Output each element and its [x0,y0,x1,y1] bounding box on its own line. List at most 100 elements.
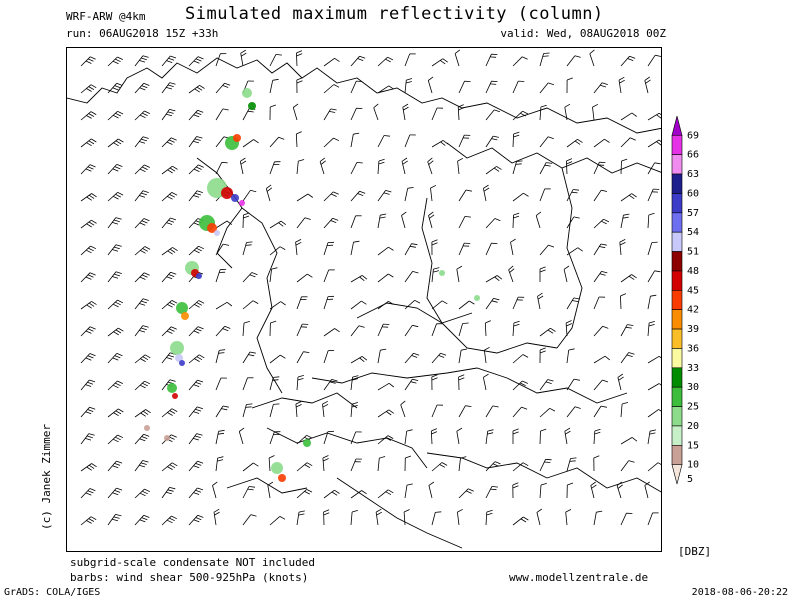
wind-barb [269,267,278,283]
wind-barb [213,508,220,526]
coastline-north [67,57,661,134]
wind-barb [458,80,471,94]
wind-barb [512,131,520,148]
wind-barb [485,429,494,445]
wind-barb [134,110,150,121]
legend-swatch-69 [671,115,683,136]
wind-barb [350,300,367,310]
wind-barb [458,456,467,472]
wind-barb [647,409,661,418]
wind-barb [563,265,570,283]
wind-barb [350,510,358,526]
wind-barb [539,52,550,67]
wind-barb [239,157,247,175]
wind-barb [188,56,204,67]
wind-barb [296,462,313,472]
legend-label-45: 45 [687,285,699,296]
wind-barb [539,428,547,445]
wind-barb [350,275,368,283]
legend-swatch-51 [671,231,683,252]
wind-barb [134,488,151,499]
reflectivity-cell [196,273,202,279]
wind-barb [188,84,205,94]
wind-barb [161,247,178,256]
legend-swatch-25 [671,386,683,407]
legend-swatch-60 [671,173,683,194]
wind-barb [431,323,443,337]
wind-barb [377,246,394,256]
wind-barb [377,323,390,337]
wind-barb [323,191,339,202]
border-france-germany [241,207,283,394]
coastline-adriatic [336,477,463,549]
wind-barb [592,103,599,121]
wind-barb [485,53,498,67]
legend-label-51: 51 [687,247,699,258]
wind-barb [404,78,413,94]
wind-barb [269,161,281,175]
wind-barb [620,324,634,337]
reflectivity-cell [439,270,445,276]
legend-swatch-10 [671,444,683,465]
legend-swatch-5 [671,464,683,485]
wind-barb [430,184,437,202]
wind-barb [485,486,498,499]
wind-barb [242,241,253,256]
wind-barb [134,460,149,472]
run-time: run: 06AUG2018 15Z +33h [66,27,219,40]
legend-swatch-36 [671,328,683,349]
wind-barb [508,265,515,283]
wind-barb [458,348,468,364]
border-germany-poland [421,197,443,324]
wind-barb [593,271,608,283]
wind-barb [537,292,544,310]
wind-barb [593,189,608,202]
wind-barb [80,433,95,445]
wind-barb [404,455,412,472]
wind-barb [80,516,97,526]
wind-barb [512,428,519,444]
wind-barb [512,80,525,94]
legend-label-20: 20 [687,421,699,432]
wind-barb [323,295,335,310]
coastline-baltic [446,142,661,174]
legend-swatch-20 [671,406,683,427]
legend-label-57: 57 [687,208,699,219]
wind-barb [323,108,337,121]
coastline-ligurian [226,477,308,494]
wind-barb [107,487,123,499]
wind-barb [350,431,362,445]
footer-note-condensate: subgrid-scale condensate NOT included [70,556,316,569]
wind-barb [161,408,178,418]
wind-barb [161,55,177,67]
wind-barb [428,481,435,499]
wind-barb [188,354,205,364]
wind-barb [647,54,661,67]
wind-barb [215,243,230,256]
wind-barb [620,437,638,445]
wind-barb [512,516,529,526]
wind-barb [188,487,204,499]
legend-label-25: 25 [687,402,699,413]
legend-swatch-57 [671,193,683,214]
generated-time: 2018-08-06-20:22 [691,587,788,598]
wind-barb [161,462,178,472]
wind-barb [323,217,339,229]
valid-time: valid: Wed, 08AUG2018 00Z [500,27,666,40]
wind-barb [80,488,96,499]
legend-swatch-42 [671,290,683,310]
wind-barb [107,244,122,256]
wind-barb [457,157,464,175]
reflectivity-cell [214,230,220,236]
wind-barb [242,351,256,364]
wind-barb [296,217,311,229]
wind-barb [458,242,471,256]
wind-barb [107,380,123,391]
wind-barb [377,158,385,175]
wind-barb [215,220,233,229]
wind-barb [188,300,205,310]
reflectivity-cell [164,435,170,441]
wind-barb [161,515,177,526]
wind-barb [269,78,279,94]
wind-barb [593,355,611,364]
